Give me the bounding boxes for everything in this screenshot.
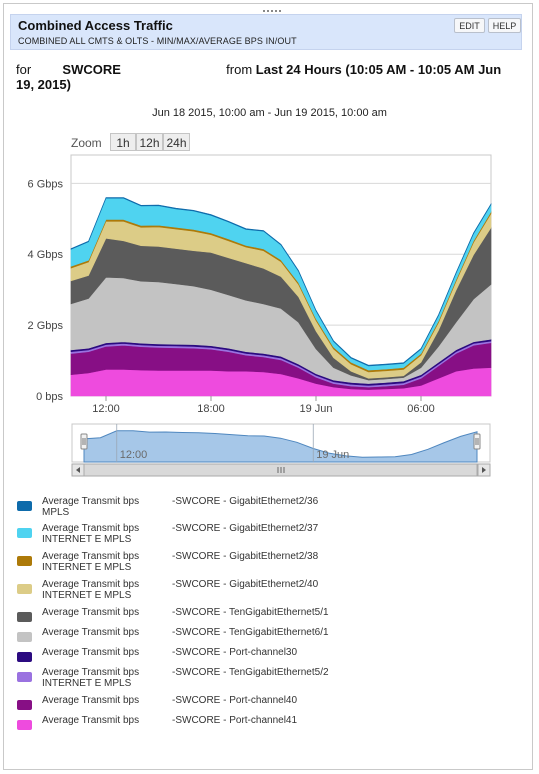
legend-swatch	[17, 632, 32, 642]
legend-metric: Average Transmit bps	[42, 647, 182, 658]
legend-source: -SWCORE - TenGigabitEthernet6/1	[172, 627, 329, 638]
legend-swatch	[17, 584, 32, 594]
legend-swatch	[17, 556, 32, 566]
filter-summary: for SWCORE from Last 24 Hours (10:05 AM …	[16, 62, 516, 92]
legend-swatch	[17, 652, 32, 662]
legend-item[interactable]: Average Transmit bps -SWCORE - Port-chann…	[17, 695, 527, 719]
legend-metric-name: Average Transmit bps	[42, 667, 140, 678]
legend-metric-name: Average Transmit bps	[42, 647, 140, 658]
x-tick-label: 18:00	[197, 403, 225, 415]
legend-swatch	[17, 612, 32, 622]
navigator-tick-label: 12:00	[120, 449, 148, 461]
legend-metric-tag: INTERNET E MPLS	[42, 562, 132, 573]
time-period: Last 24 Hours (10:05 AM - 10:05 AM Jun 1…	[16, 62, 502, 92]
legend-source: -SWCORE - GigabitEthernet2/40	[172, 579, 319, 590]
navigator[interactable]: 12:00 19 Jun	[71, 423, 491, 477]
legend-source: -SWCORE - Port-channel40	[172, 695, 298, 706]
legend-metric: Average Transmit bps INTERNET E MPLS	[42, 579, 182, 601]
chart-range-label: Jun 18 2015, 10:00 am - Jun 19 2015, 10:…	[152, 107, 387, 119]
legend-swatch	[17, 720, 32, 730]
navigator-right-handle[interactable]	[473, 433, 481, 450]
legend-metric-tag: MPLS	[42, 507, 70, 518]
legend-source: -SWCORE - GigabitEthernet2/36	[172, 496, 319, 507]
legend-metric-name: Average Transmit bps	[42, 715, 140, 726]
legend-swatch	[17, 700, 32, 710]
stacked-area-chart: 0 bps 2 Gbps 4 Gbps 6 Gbps 12:00 18:00 19 Jun 0…	[28, 154, 492, 477]
zoom-1h-button[interactable]: 1h	[110, 133, 136, 151]
x-tick-label: 19 Jun	[299, 403, 332, 415]
series-area-1	[70, 197, 492, 367]
legend-item[interactable]: Average Transmit bps -SWCORE - TenGigabit…	[17, 627, 527, 651]
legend-metric: Average Transmit bps	[42, 695, 182, 706]
y-tick-label: 0 bps	[36, 391, 63, 403]
navigator-left-handle[interactable]	[80, 433, 88, 450]
help-button[interactable]: HELP	[488, 18, 521, 33]
legend-metric: Average Transmit bps INTERNET E MPLS	[42, 667, 182, 689]
legend-metric-name: Average Transmit bps	[42, 627, 140, 638]
x-tick-label: 12:00	[92, 403, 120, 415]
legend-metric: Average Transmit bps INTERNET E MPLS	[42, 551, 182, 573]
legend-metric-name: Average Transmit bps	[42, 607, 140, 618]
y-tick-label: 2 Gbps	[28, 320, 64, 332]
legend-metric: Average Transmit bps	[42, 715, 182, 726]
legend-item[interactable]: Average Transmit bps INTERNET E MPLS -SWCO…	[17, 579, 527, 603]
widget-subtitle: COMBINED ALL CMTS & OLTS - MIN/MAX/AVERA…	[18, 36, 297, 46]
legend-metric-tag: INTERNET E MPLS	[42, 534, 132, 545]
navigator-series	[83, 430, 478, 463]
legend-source: -SWCORE - GigabitEthernet2/37	[172, 523, 319, 534]
scroll-right-icon	[482, 467, 486, 473]
legend-metric-name: Average Transmit bps	[42, 496, 140, 507]
legend-item[interactable]: Average Transmit bps -SWCORE - Port-chann…	[17, 715, 527, 739]
legend-item[interactable]: Average Transmit bps INTERNET E MPLS -SWCO…	[17, 551, 527, 575]
legend-item[interactable]: Average Transmit bps INTERNET E MPLS -SWCO…	[17, 523, 527, 547]
legend-item[interactable]: Average Transmit bps INTERNET E MPLS -SWCO…	[17, 667, 527, 691]
legend-swatch	[17, 672, 32, 682]
legend-source: -SWCORE - Port-channel41	[172, 715, 298, 726]
legend-metric: Average Transmit bps	[42, 627, 182, 638]
legend-metric: Average Transmit bps MPLS	[42, 496, 182, 518]
legend-item[interactable]: Average Transmit bps -SWCORE - TenGigabit…	[17, 607, 527, 631]
from-label: from	[226, 62, 253, 77]
zoom-label: Zoom	[71, 136, 102, 150]
legend-metric: Average Transmit bps	[42, 607, 182, 618]
legend-metric-name: Average Transmit bps	[42, 695, 140, 706]
legend-metric-tag: INTERNET E MPLS	[42, 678, 132, 689]
zoom-24h-button[interactable]: 24h	[163, 133, 190, 151]
legend-item[interactable]: Average Transmit bps MPLS -SWCORE - Gigabi…	[17, 496, 527, 520]
y-tick-label: 4 Gbps	[28, 249, 64, 261]
legend-metric-name: Average Transmit bps	[42, 523, 140, 534]
legend-metric-tag: INTERNET E MPLS	[42, 590, 132, 601]
legend-metric-name: Average Transmit bps	[42, 579, 140, 590]
widget-title: Combined Access Traffic	[18, 18, 173, 33]
zoom-12h-button[interactable]: 12h	[136, 133, 163, 151]
navigator-tick-label: 19 Jun	[316, 449, 349, 461]
legend-source: -SWCORE - GigabitEthernet2/38	[172, 551, 319, 562]
legend-item[interactable]: Average Transmit bps -SWCORE - Port-chann…	[17, 647, 527, 671]
device-name: SWCORE	[62, 62, 121, 77]
scroll-left-icon	[76, 467, 80, 473]
legend-source: -SWCORE - Port-channel30	[172, 647, 298, 658]
edit-button[interactable]: EDIT	[454, 18, 485, 33]
legend-source: -SWCORE - TenGigabitEthernet5/1	[172, 607, 329, 618]
chart-axes: 0 bps 2 Gbps 4 Gbps 6 Gbps 12:00 18:00 19 Jun 0…	[28, 178, 435, 415]
y-tick-label: 6 Gbps	[28, 178, 64, 190]
legend-swatch	[17, 501, 32, 511]
legend-swatch	[17, 528, 32, 538]
x-tick-label: 06:00	[407, 403, 435, 415]
legend-metric: Average Transmit bps INTERNET E MPLS	[42, 523, 182, 545]
legend-metric-name: Average Transmit bps	[42, 551, 140, 562]
chart-series-areas	[70, 197, 492, 397]
legend-source: -SWCORE - TenGigabitEthernet5/2	[172, 667, 329, 678]
for-label: for	[16, 62, 32, 77]
widget-header: Combined Access Traffic COMBINED ALL CMT…	[10, 14, 522, 50]
